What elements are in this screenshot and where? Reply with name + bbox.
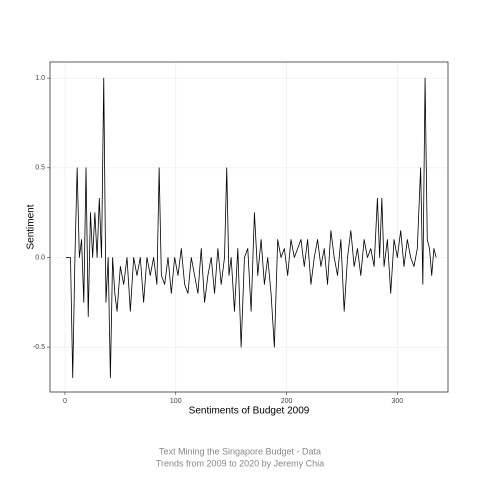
caption: Text Mining the Singapore Budget - Data — [159, 446, 321, 456]
y-tick-label: 0.0 — [35, 254, 45, 261]
x-tick-label: 100 — [170, 398, 182, 405]
x-axis-title: Sentiments of Budget 2009 — [189, 406, 310, 417]
y-axis-title: Sentiment — [26, 204, 37, 249]
y-tick-label: -0.5 — [33, 344, 45, 351]
caption: Trends from 2009 to 2020 by Jeremy Chia — [156, 458, 324, 468]
y-tick-label: 0.5 — [35, 165, 45, 172]
plot-border — [49, 61, 449, 393]
data-line — [66, 77, 437, 379]
x-tick-label: 300 — [392, 398, 404, 405]
x-tick-label: 200 — [281, 398, 293, 405]
x-tick-label: 0 — [63, 398, 67, 405]
y-tick-label: 1.0 — [35, 75, 45, 82]
